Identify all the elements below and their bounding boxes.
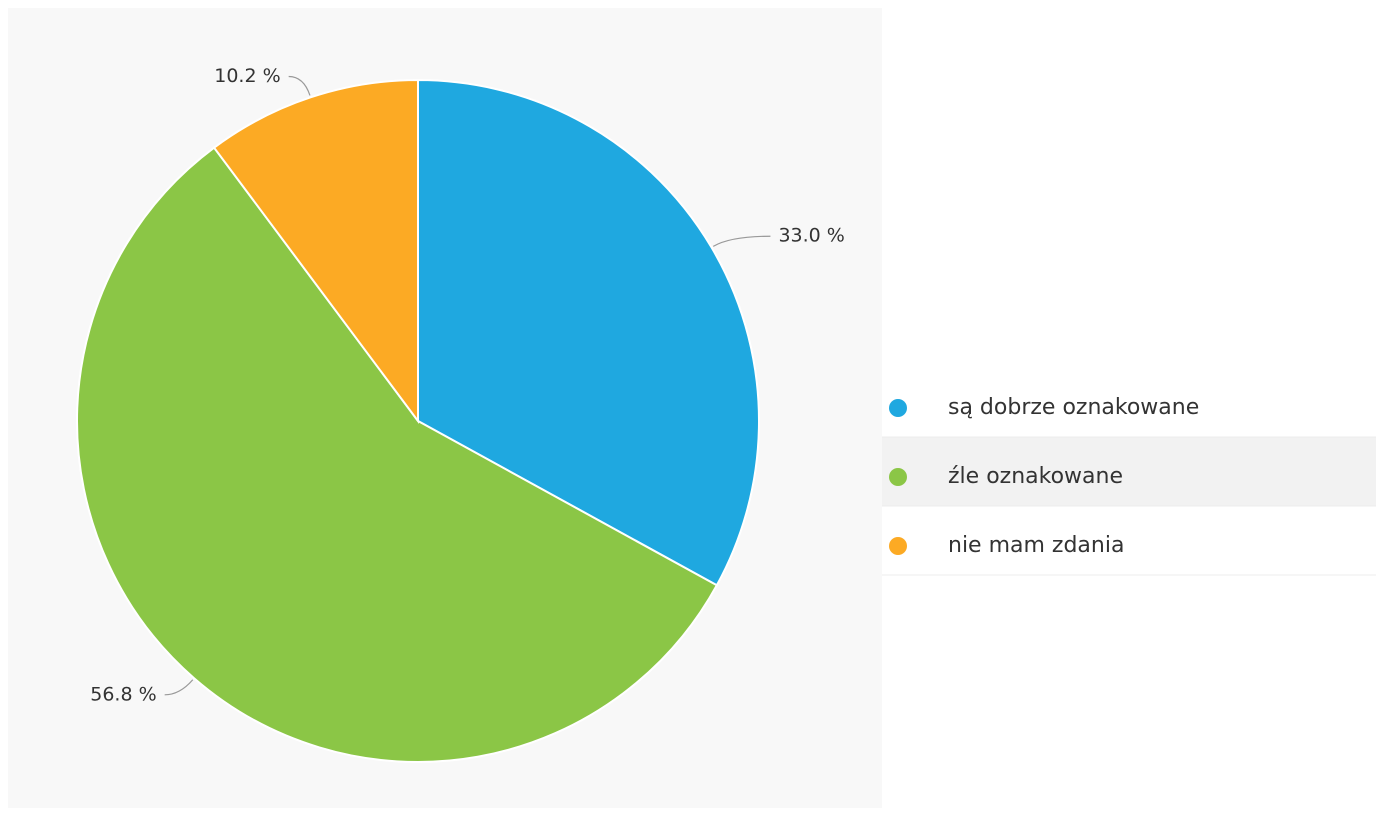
legend-marker[interactable] [889, 537, 907, 555]
pie-slice [76, 146, 719, 763]
legend-label[interactable]: źle oznakowane [948, 464, 1123, 489]
pie-slice [212, 78, 419, 425]
legend-marker[interactable] [889, 399, 907, 417]
legend-marker[interactable] [889, 468, 907, 486]
legend-hover-row [882, 437, 1376, 506]
label-connector [288, 75, 311, 96]
data-label: 56.8 % [90, 683, 156, 705]
label-connector [712, 235, 771, 247]
legend-label[interactable]: nie mam zdania [948, 533, 1124, 558]
data-label: 10.2 % [214, 65, 280, 87]
label-connector [164, 679, 194, 696]
legend-label[interactable]: są dobrze oznakowane [948, 395, 1199, 420]
pie-slice [417, 78, 760, 587]
data-label: 33.0 % [778, 225, 844, 247]
